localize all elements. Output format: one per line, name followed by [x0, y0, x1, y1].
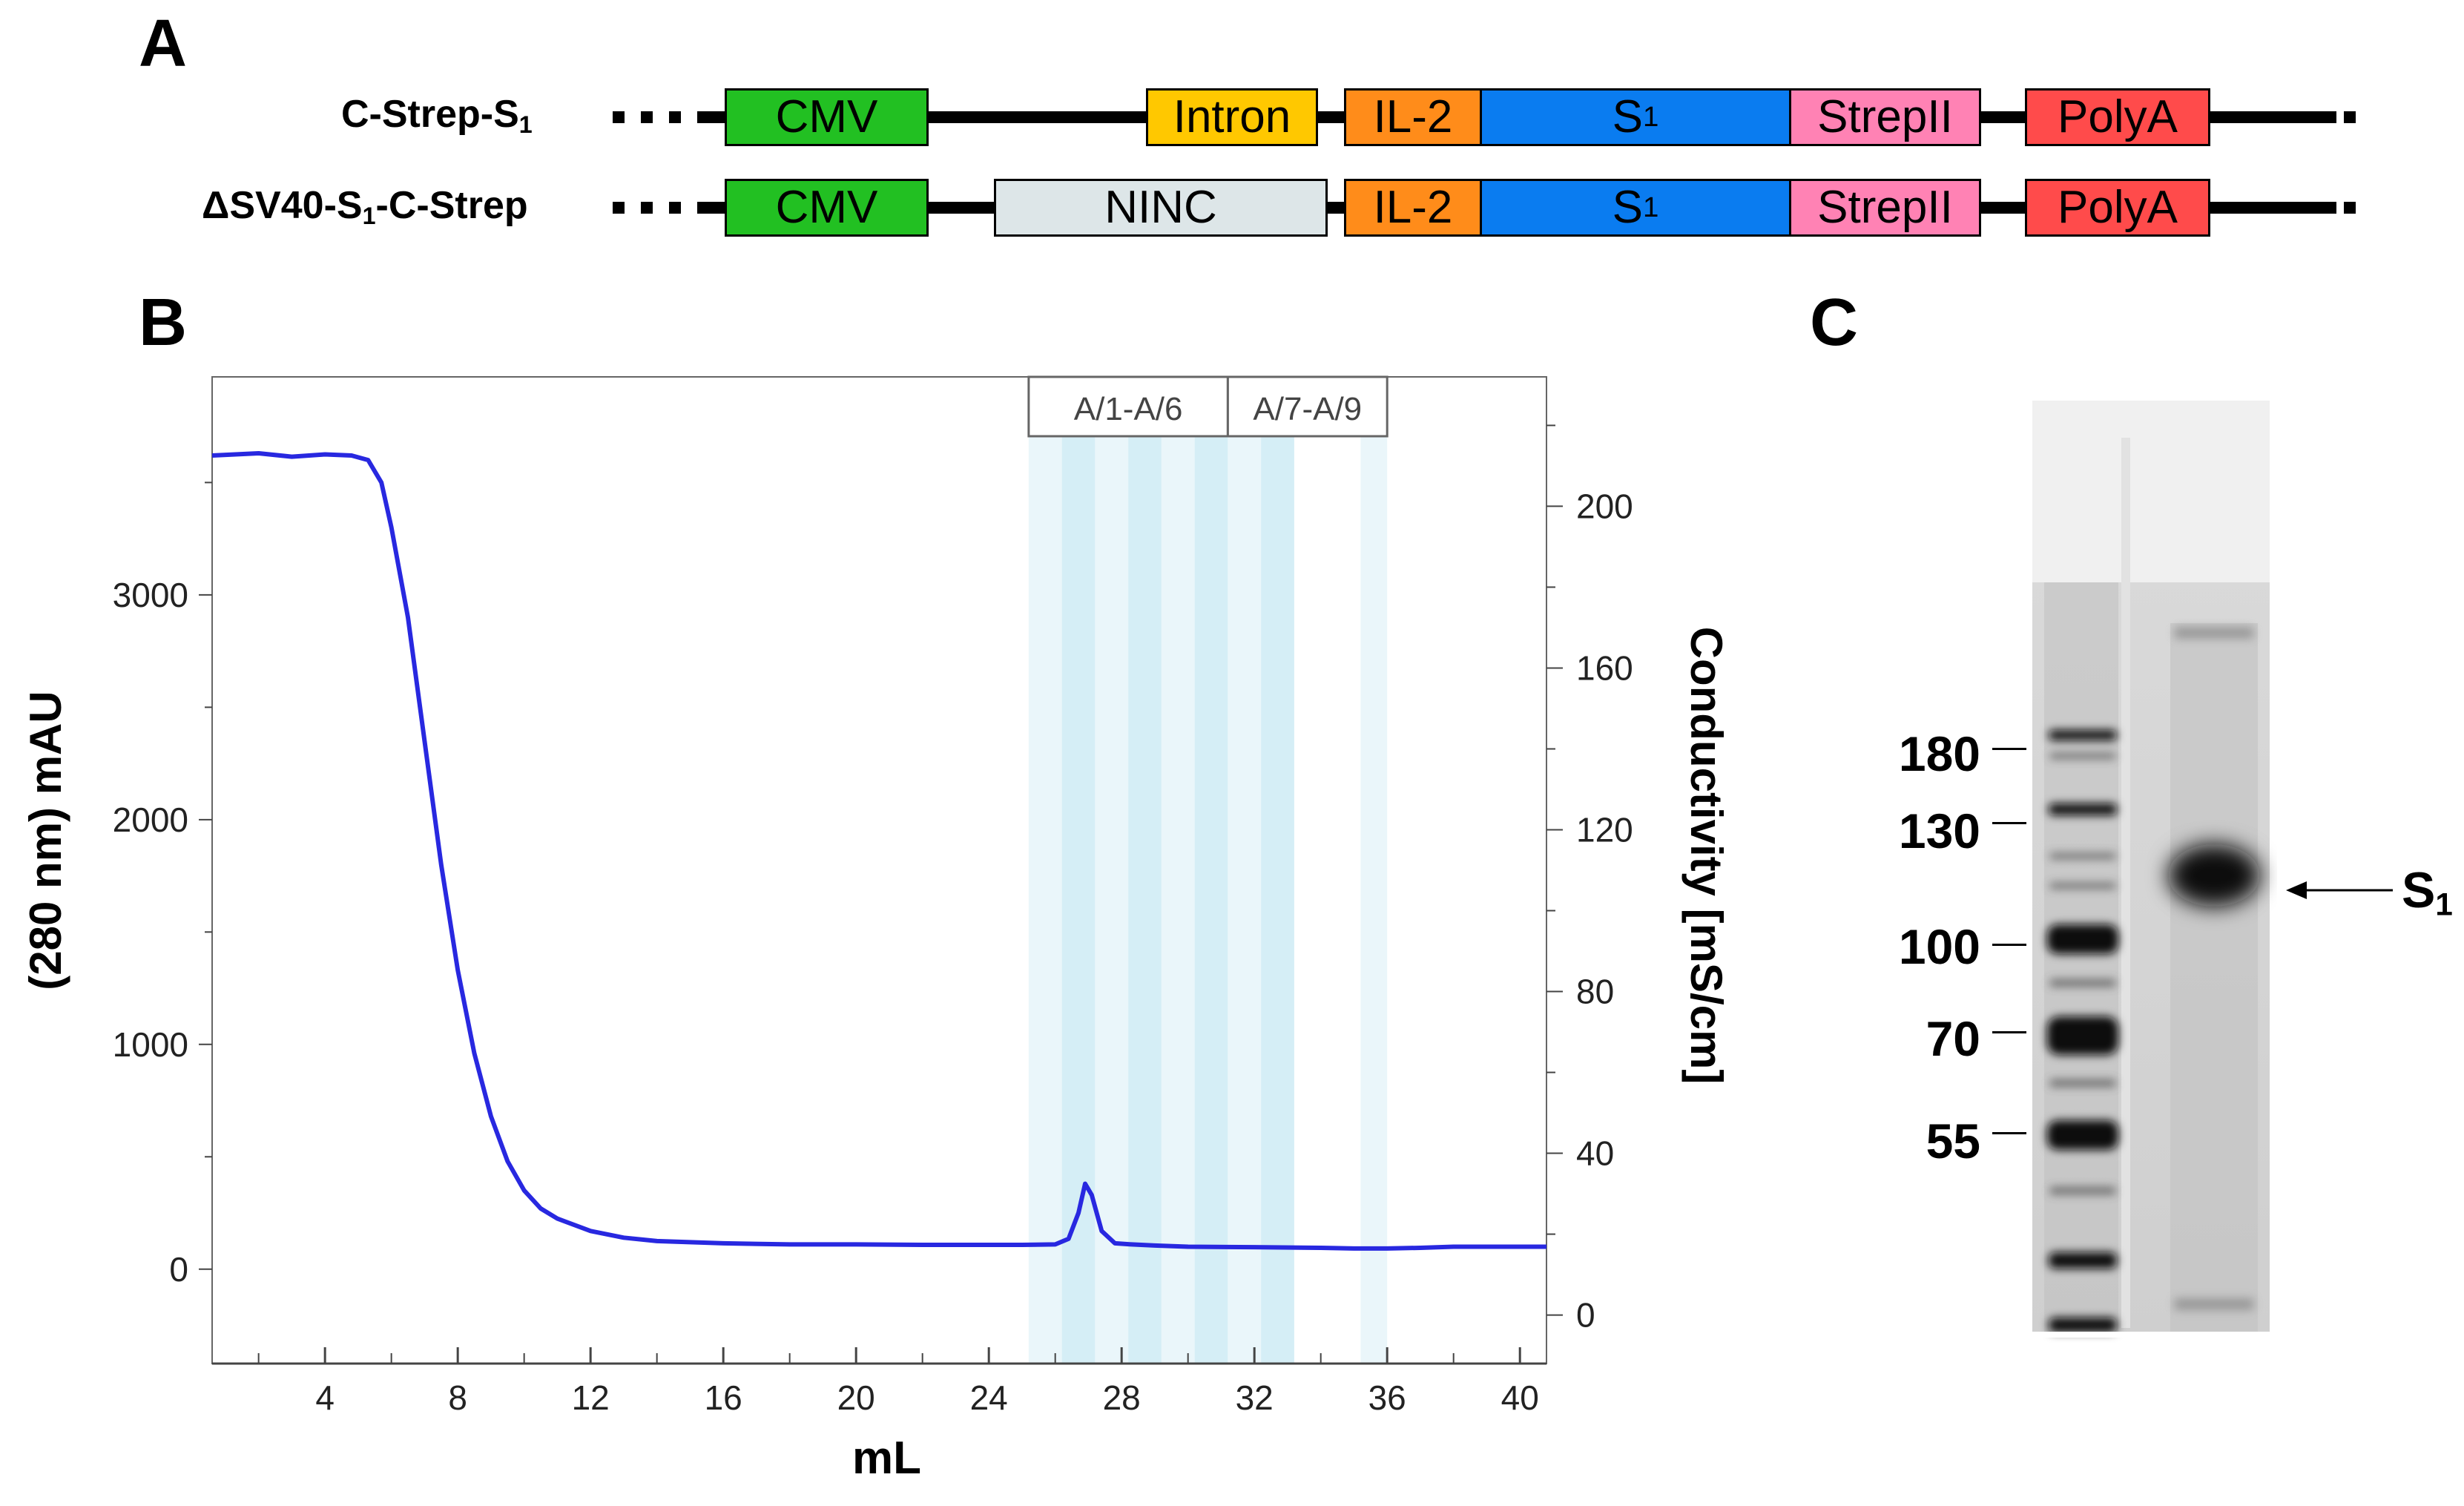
fraction-box [1226, 375, 1389, 438]
y2-tick-label: 80 [1576, 973, 1614, 1011]
fraction-shade [1261, 377, 1294, 1364]
ninc-element: NINC [994, 179, 1328, 237]
band-label: S1 [2402, 862, 2453, 922]
y-axis-label: (280 nm) mAU [21, 691, 70, 990]
intron-element: Intron [1146, 88, 1318, 146]
x-tick-label: 16 [705, 1378, 742, 1417]
cmv-element: CMV [725, 179, 929, 237]
polya-element: PolyA [2025, 179, 2210, 237]
x-tick-label: 40 [1501, 1378, 1539, 1417]
fraction-label: A/1-A/6 [1074, 391, 1183, 427]
polya-element: PolyA [2025, 88, 2210, 146]
strepii-element: StrepII [1789, 88, 1981, 146]
cmv-element: CMV [725, 88, 929, 146]
x-tick-label: 20 [837, 1378, 875, 1417]
y2-axis-label: Conductivity [mS/cm] [1681, 627, 1731, 1085]
fraction-shade [1194, 377, 1228, 1364]
y2-tick-label: 120 [1576, 810, 1633, 849]
x-axis-label: mL [852, 1433, 921, 1484]
y2-tick-label: 40 [1576, 1134, 1614, 1173]
fraction-shade [1095, 377, 1129, 1364]
x-tick-label: 4 [315, 1378, 335, 1417]
construct-name: ΔSV40-S1-C-Strep [202, 184, 528, 230]
il2-element: IL-2 [1344, 88, 1482, 146]
construct-name: C-Strep-S1 [341, 93, 533, 139]
fraction-shade [1028, 377, 1062, 1364]
fraction-shade [1161, 377, 1195, 1364]
panel-label-c: C [1810, 286, 1858, 360]
fraction-shade [1228, 377, 1262, 1364]
fraction-box [1027, 375, 1229, 438]
x-tick-label: 24 [970, 1378, 1008, 1417]
x-tick-label: 32 [1236, 1378, 1274, 1417]
gel-image [2032, 401, 2270, 1338]
panel-label-a: A [139, 7, 187, 81]
panel-label-b: B [139, 286, 187, 360]
marker-label-55: 55 [1926, 1114, 1980, 1168]
plot-frame [211, 376, 1547, 1364]
y2-tick-label: 160 [1576, 648, 1633, 687]
marker-label-100: 100 [1898, 919, 1980, 974]
y2-tick-label: 200 [1576, 487, 1633, 525]
marker-label-70: 70 [1926, 1011, 1980, 1066]
marker-label-130: 130 [1898, 803, 1980, 858]
x-tick-label: 12 [572, 1378, 610, 1417]
y2-tick-label: 0 [1576, 1296, 1595, 1335]
fraction-shade [1360, 377, 1388, 1364]
fraction-shade [1061, 377, 1096, 1364]
strepii-element: StrepII [1789, 179, 1981, 237]
il2-element: IL-2 [1344, 179, 1482, 237]
y-tick-label: 2000 [113, 800, 188, 839]
x-tick-label: 28 [1103, 1378, 1141, 1417]
y-tick-label: 1000 [113, 1025, 188, 1064]
absorbance-line [211, 451, 1546, 1251]
fraction-label: A/7-A/9 [1253, 391, 1362, 427]
fraction-shade [1128, 377, 1162, 1364]
x-tick-label: 8 [448, 1378, 467, 1417]
x-tick-label: 36 [1368, 1378, 1406, 1417]
marker-label-180: 180 [1898, 726, 1980, 781]
y-tick-label: 3000 [113, 576, 188, 614]
y-tick-label: 0 [169, 1250, 188, 1289]
band-arrow [2286, 881, 2393, 899]
